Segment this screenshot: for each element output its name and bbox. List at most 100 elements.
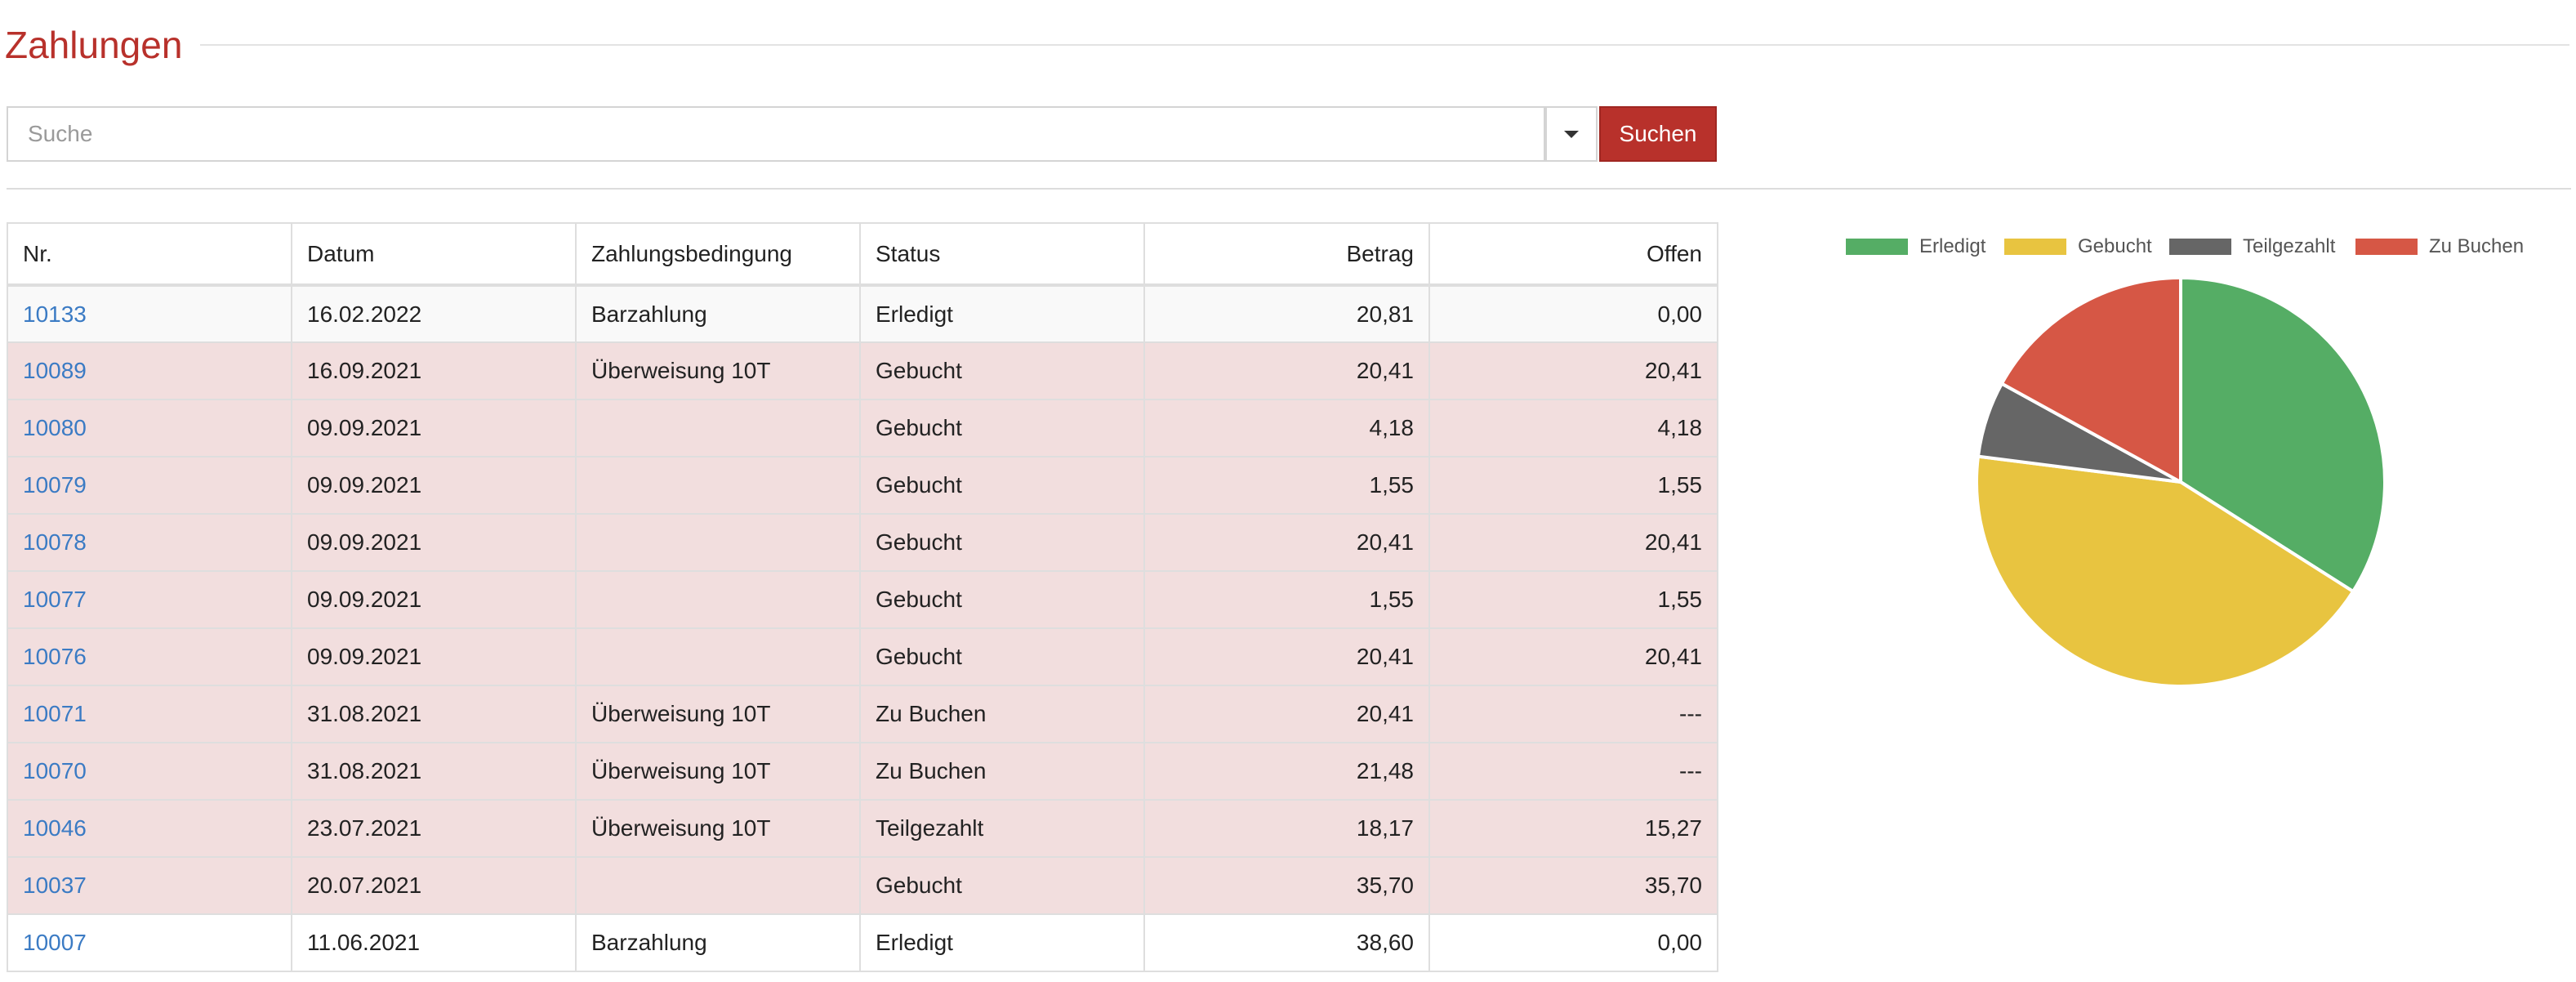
cell-nr: 10007 [7,913,292,972]
cell-datum: 20.07.2021 [291,856,577,915]
cell-offen: 35,70 [1428,856,1718,915]
legend-item[interactable]: Erledigt [1846,235,1985,258]
table-row[interactable]: 10089 16.09.2021 Überweisung 10T Gebucht 20,… [7,341,1718,400]
cell-datum: 09.09.2021 [291,570,577,629]
legend-swatch [2355,239,2418,255]
cell-nr: 10079 [7,456,292,515]
cell-datum: 11.06.2021 [291,913,577,972]
cell-betrag: 38,60 [1143,913,1430,972]
table-row[interactable]: 10046 23.07.2021 Überweisung 10T Teilgezahl… [7,799,1718,858]
pie-slice-zu-buchen[interactable] [1999,275,2182,485]
search-input[interactable] [7,106,1545,162]
payment-number-link[interactable]: 10076 [23,644,87,669]
section-divider [7,188,2571,190]
column-header-offen[interactable]: Offen [1428,222,1718,287]
cell-offen: 0,00 [1428,284,1718,343]
cell-nr: 10037 [7,856,292,915]
legend-item[interactable]: Gebucht [2004,235,2152,258]
payment-number-link[interactable]: 10007 [23,930,87,955]
cell-zahlungsbedingung: Überweisung 10T [575,685,861,743]
cell-zahlungsbedingung: Barzahlung [575,913,861,972]
payment-number-link[interactable]: 10077 [23,587,87,612]
cell-status: Gebucht [859,456,1145,515]
table-row[interactable]: 10071 31.08.2021 Überweisung 10T Zu Buchen 2… [7,685,1718,743]
cell-offen: --- [1428,685,1718,743]
cell-zahlungsbedingung [575,570,861,629]
cell-offen: 0,00 [1428,913,1718,972]
column-header-zahlungsbedingung[interactable]: Zahlungsbedingung [575,222,861,287]
cell-betrag: 20,81 [1143,284,1430,343]
table-header-row: Nr. Datum Zahlungsbedingung Status Betra… [7,222,1718,287]
table-row[interactable]: 10077 09.09.2021 Gebucht 1,55 1,55 [7,570,1718,629]
payment-number-link[interactable]: 10070 [23,758,87,783]
table-row[interactable]: 10079 09.09.2021 Gebucht 1,55 1,55 [7,456,1718,515]
search-bar: Suchen [7,106,1717,162]
cell-zahlungsbedingung: Überweisung 10T [575,799,861,858]
cell-zahlungsbedingung: Überweisung 10T [575,341,861,400]
cell-betrag: 1,55 [1143,456,1430,515]
cell-nr: 10070 [7,742,292,801]
payment-number-link[interactable]: 10080 [23,415,87,440]
cell-offen: --- [1428,742,1718,801]
cell-offen: 20,41 [1428,627,1718,686]
legend-label: Zu Buchen [2429,235,2525,257]
payment-number-link[interactable]: 10037 [23,873,87,898]
legend-label: Gebucht [2078,235,2152,257]
search-options-dropdown-button[interactable] [1545,106,1598,162]
cell-nr: 10071 [7,685,292,743]
column-header-betrag[interactable]: Betrag [1143,222,1430,287]
table-row[interactable]: 10007 11.06.2021 Barzahlung Erledigt 38,60 0,… [7,913,1718,972]
cell-betrag: 20,41 [1143,685,1430,743]
column-header-status[interactable]: Status [859,222,1145,287]
title-divider [5,44,2569,46]
legend-item[interactable]: Zu Buchen [2355,235,2524,258]
cell-nr: 10046 [7,799,292,858]
table-row[interactable]: 10080 09.09.2021 Gebucht 4,18 4,18 [7,399,1718,458]
payment-number-link[interactable]: 10046 [23,815,87,841]
column-header-nr[interactable]: Nr. [7,222,292,287]
pie-slice-gebucht[interactable] [1975,454,2355,688]
cell-status: Gebucht [859,513,1145,572]
cell-offen: 1,55 [1428,456,1718,515]
page-title: Zahlungen [5,16,201,74]
cell-status: Gebucht [859,570,1145,629]
cell-datum: 16.02.2022 [291,284,577,343]
cell-status: Erledigt [859,913,1145,972]
table-row[interactable]: 10037 20.07.2021 Gebucht 35,70 35,70 [7,856,1718,915]
cell-nr: 10089 [7,341,292,400]
table-row[interactable]: 10070 31.08.2021 Überweisung 10T Zu Buchen 2… [7,742,1718,801]
payment-number-link[interactable]: 10079 [23,472,87,498]
cell-status: Gebucht [859,627,1145,686]
legend-item[interactable]: Teilgezahlt [2169,235,2335,258]
cell-status: Zu Buchen [859,685,1145,743]
cell-betrag: 18,17 [1143,799,1430,858]
payments-table: Nr. Datum Zahlungsbedingung Status Betra… [7,222,1718,972]
search-button[interactable]: Suchen [1599,106,1717,162]
table-row[interactable]: 10076 09.09.2021 Gebucht 20,41 20,41 [7,627,1718,686]
cell-betrag: 1,55 [1143,570,1430,629]
payment-number-link[interactable]: 10133 [23,301,87,327]
pie-chart-svg [1975,275,2387,688]
cell-betrag: 4,18 [1143,399,1430,458]
cell-nr: 10078 [7,513,292,572]
caret-down-icon [1564,130,1579,138]
cell-nr: 10133 [7,284,292,343]
cell-zahlungsbedingung [575,456,861,515]
payment-number-link[interactable]: 10089 [23,358,87,383]
payment-number-link[interactable]: 10078 [23,529,87,555]
page-header: Zahlungen [5,16,2569,74]
cell-datum: 09.09.2021 [291,456,577,515]
cell-betrag: 21,48 [1143,742,1430,801]
legend-swatch [2004,239,2066,255]
cell-betrag: 35,70 [1143,856,1430,915]
table-row[interactable]: 10078 09.09.2021 Gebucht 20,41 20,41 [7,513,1718,572]
cell-nr: 10077 [7,570,292,629]
cell-datum: 23.07.2021 [291,799,577,858]
payment-number-link[interactable]: 10071 [23,701,87,726]
table-row[interactable]: 10133 16.02.2022 Barzahlung Erledigt 20,81 0,… [7,284,1718,343]
cell-zahlungsbedingung: Überweisung 10T [575,742,861,801]
column-header-datum[interactable]: Datum [291,222,577,287]
cell-zahlungsbedingung [575,627,861,686]
legend-swatch [2169,239,2231,255]
cell-zahlungsbedingung: Barzahlung [575,284,861,343]
